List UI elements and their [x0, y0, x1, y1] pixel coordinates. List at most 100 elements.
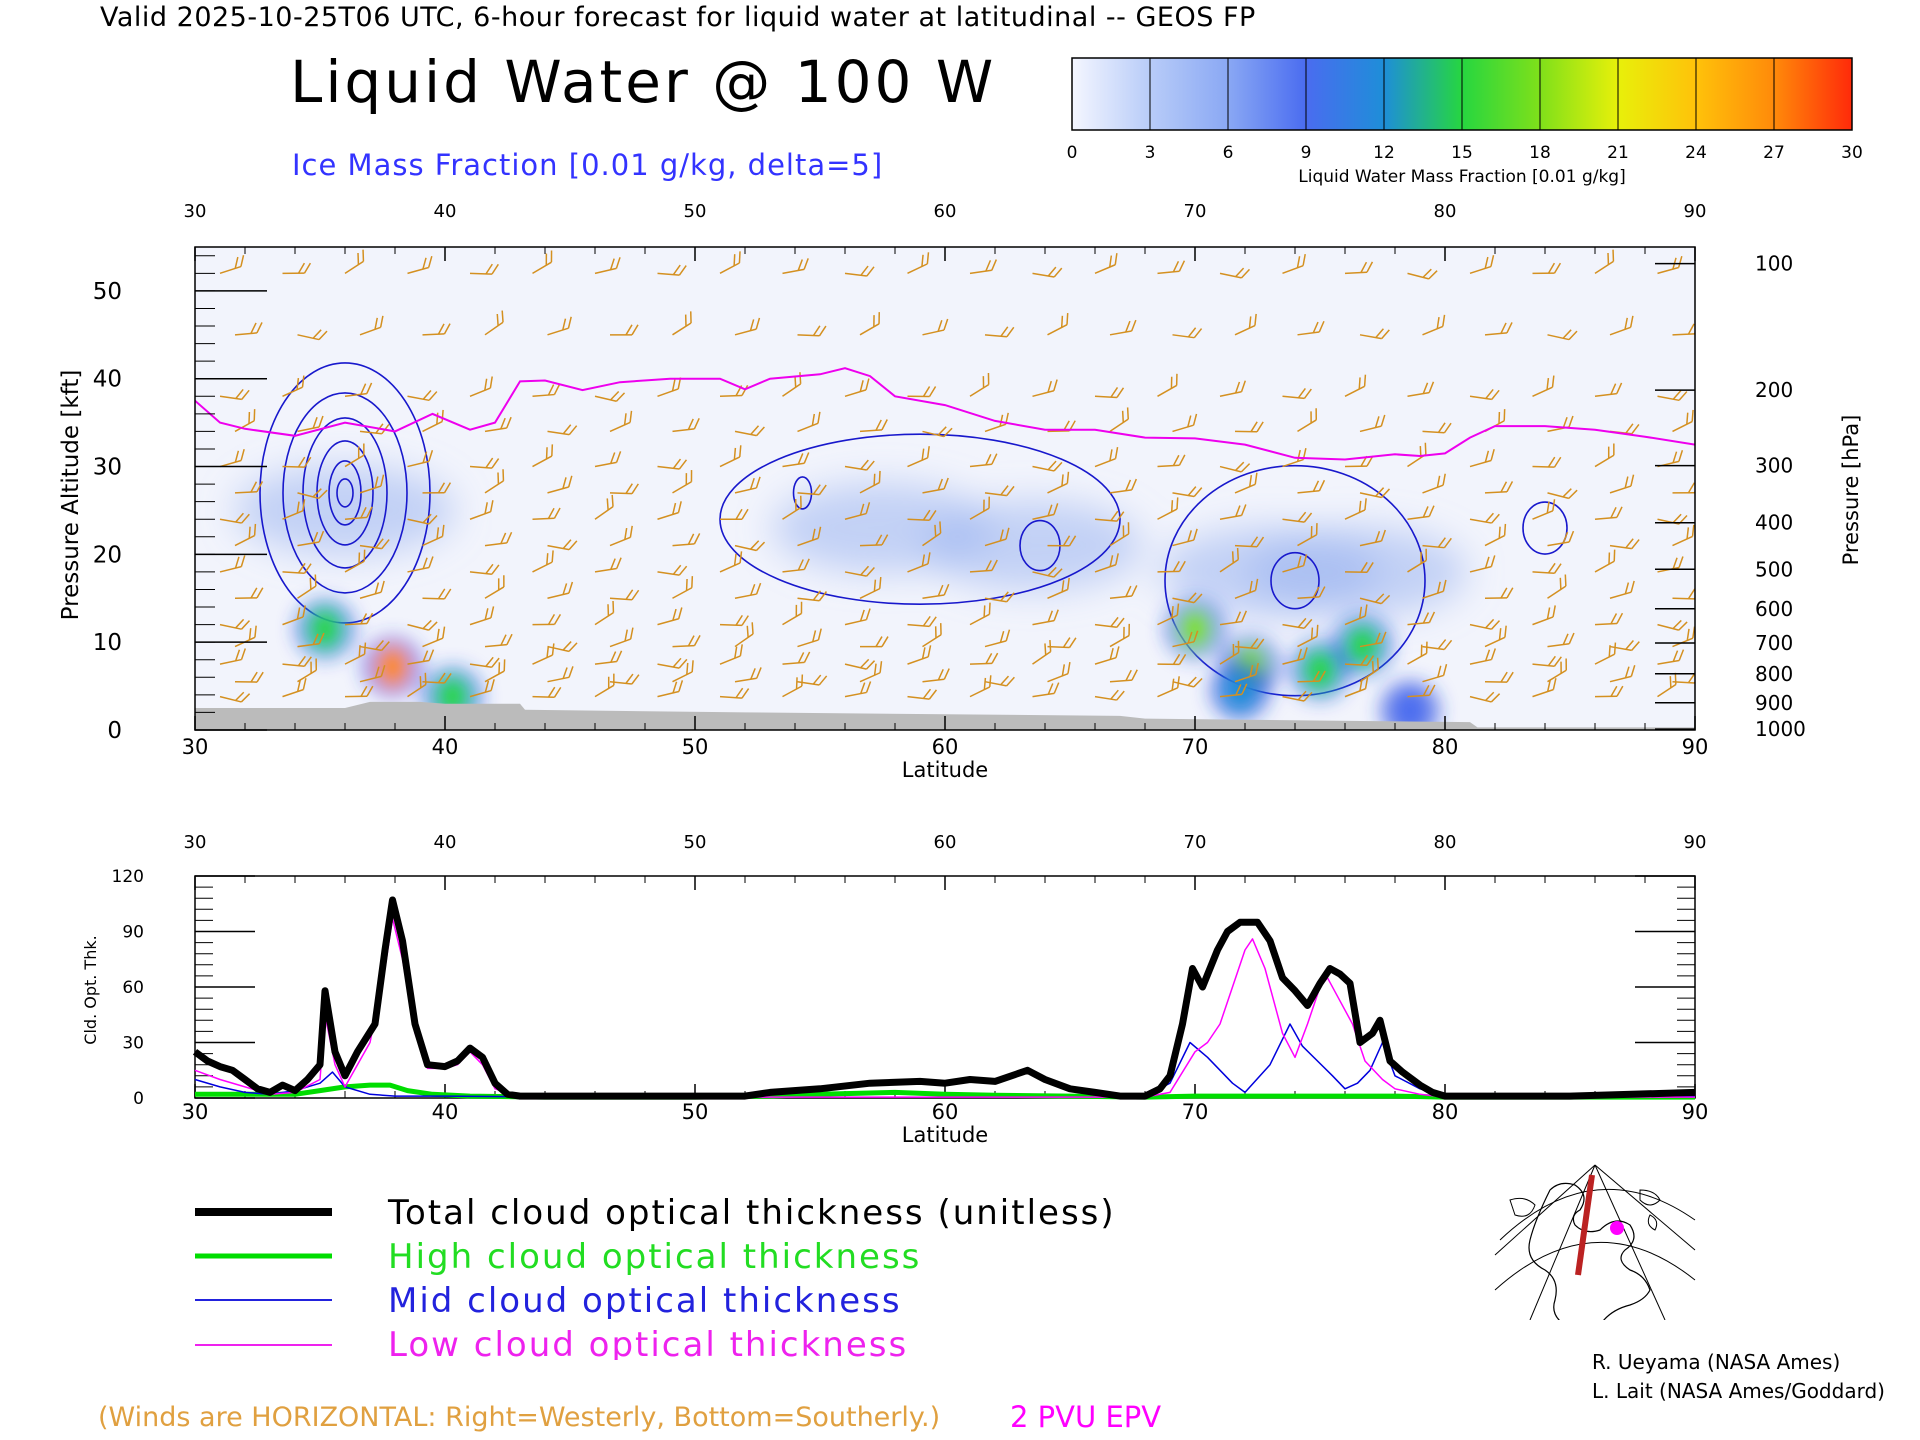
wind-barb: [1157, 653, 1187, 666]
wind-barb: [219, 388, 250, 401]
wind-barb: [1219, 610, 1248, 626]
wind-barb: [344, 443, 365, 468]
wind-barb: [1109, 407, 1129, 433]
map-graticule-meridian-1: [1529, 1164, 1596, 1320]
wind-barb: [1157, 497, 1179, 520]
wind-barb: [1297, 408, 1318, 433]
wind-barb: [907, 552, 931, 573]
credit-lait: L. Lait (NASA Ames/Goddard): [1592, 1379, 1885, 1403]
wind-barb: [969, 259, 998, 275]
wind-barb: [1219, 547, 1239, 573]
wind-barb: [1032, 379, 1058, 398]
wind-barb: [1609, 665, 1636, 683]
wind-barb: [844, 565, 875, 577]
wind-barb: [344, 249, 365, 274]
wind-barb: [1407, 641, 1428, 665]
wind-barb: [1657, 649, 1685, 665]
wind-barb: [1219, 461, 1251, 473]
wind-barb: [1219, 640, 1240, 665]
wind-barb: [859, 661, 883, 683]
wind-barb: [907, 615, 937, 628]
wind-barb: [1532, 456, 1562, 468]
wind-barb: [797, 325, 827, 337]
wind-barb: [1109, 669, 1138, 683]
cross-section-top-tick: 80: [1434, 201, 1457, 222]
wind-barb: [1219, 267, 1251, 279]
wind-barb: [1672, 482, 1695, 494]
wind-barb: [734, 540, 766, 552]
wind-barb: [719, 687, 750, 699]
wind-barb: [1532, 262, 1562, 275]
optical-thickness-chart: 30 40 50 60 70 80 90 30 40 50 60 70 80 90 0 30 60 90 120…: [81, 832, 1708, 1147]
wind-barb: [1344, 677, 1369, 698]
wind-barb: [344, 612, 374, 626]
wind-barb: [797, 411, 821, 433]
wind-barb: [1532, 605, 1556, 626]
optical-thickness-y-tick: 90: [122, 923, 144, 943]
wind-barb: [609, 410, 633, 433]
wind-barb: [1109, 522, 1130, 547]
wind-barb: [609, 627, 634, 648]
wind-barb: [1594, 549, 1616, 573]
wind-barb: [1422, 314, 1446, 336]
wind-barb: [907, 386, 937, 398]
wind-barb: [1672, 524, 1695, 547]
wind-barb: [1532, 375, 1555, 397]
wind-barb: [719, 614, 749, 627]
wind-barb: [1047, 312, 1069, 336]
wind-barb: [219, 555, 246, 573]
optical-thickness-y-tick: 30: [122, 1034, 144, 1054]
wind-barb: [469, 679, 495, 698]
wind-barb: [359, 474, 385, 494]
wind-barb: [657, 564, 688, 576]
wind-barb: [297, 530, 325, 547]
wind-barb: [532, 250, 553, 274]
wind-barb: [1359, 529, 1387, 547]
wind-barb: [1032, 682, 1060, 698]
wind-barb: [359, 640, 390, 652]
wind-barb: [969, 675, 992, 698]
wind-barb: [672, 418, 700, 433]
wind-barb: [1109, 478, 1138, 494]
wind-barb: [282, 375, 305, 397]
wind-barb: [547, 641, 578, 653]
wind-barb: [1297, 479, 1326, 494]
wind-barb: [1282, 554, 1308, 573]
wind-barb: [720, 508, 749, 520]
wind-barb: [547, 475, 573, 494]
colorbar-tick-label: 18: [1529, 143, 1551, 163]
wind-barb: [1594, 382, 1623, 398]
wind-barb: [1157, 603, 1180, 626]
wind-barb: [1532, 562, 1562, 575]
wind-barb: [1422, 663, 1448, 683]
colorbar-tick-label: 15: [1451, 143, 1473, 163]
wind-barb: [797, 484, 827, 496]
wind-barb: [234, 481, 264, 494]
wind-barb: [657, 680, 684, 698]
wind-barb: [1282, 511, 1313, 523]
wind-barb: [609, 589, 640, 601]
wind-barb: [1609, 580, 1635, 599]
wind-barb: [734, 476, 761, 494]
wind-barb: [1547, 658, 1568, 683]
colorbar-tick-label: 0: [1067, 143, 1078, 163]
wind-barb: [844, 378, 870, 398]
wind-barb: [1344, 374, 1367, 397]
wind-barb: [984, 527, 1010, 547]
optical-thickness-bottom-tick: 80: [1432, 1100, 1459, 1124]
wind-barb: [407, 256, 433, 275]
cross-section-altitude-tick: 50: [93, 279, 122, 305]
ice-contour: [336, 478, 354, 508]
wind-barb: [1469, 388, 1500, 401]
liquid-water-core: [309, 609, 341, 650]
wind-barb: [719, 251, 741, 275]
colorbar-tick-label: 21: [1607, 143, 1629, 163]
wind-barb: [1094, 447, 1119, 468]
wind-barb: [1297, 586, 1326, 600]
winds-note: (Winds are HORIZONTAL: Right=Westerly, B…: [98, 1402, 941, 1433]
cross-section-pressure-tick: 400: [1755, 511, 1793, 535]
wind-barb: [922, 477, 949, 494]
cross-section-altitude-tick-labels: 0 10 20 30 40 50: [93, 279, 122, 744]
wind-barb: [1407, 268, 1438, 280]
wind-barb: [469, 656, 500, 668]
